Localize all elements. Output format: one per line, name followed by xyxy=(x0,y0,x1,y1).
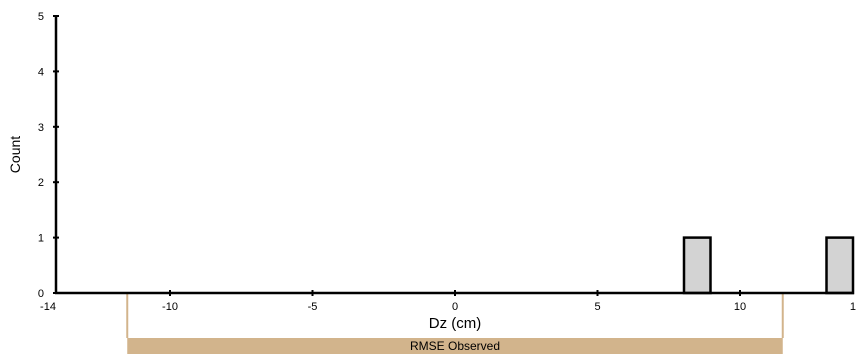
x-ticks-layer: -14 -10 -5 0 5 10 1 xyxy=(40,290,856,313)
rmse-band-bar xyxy=(127,338,783,354)
x-tick-label: 10 xyxy=(734,301,746,313)
y-ticks-layer: 0 1 2 3 4 5 xyxy=(38,11,59,300)
y-tick-label: 4 xyxy=(38,66,44,78)
x-tick-label: 0 xyxy=(452,301,458,313)
y-tick-label: 5 xyxy=(38,11,44,23)
y-tick-label: 0 xyxy=(38,288,44,300)
rmse-band-label: RMSE Observed xyxy=(410,339,500,353)
x-axis-label: Dz (cm) xyxy=(429,315,482,332)
y-tick-label: 3 xyxy=(38,122,44,134)
x-tick-label: -14 xyxy=(40,301,56,313)
histogram-bar xyxy=(825,236,855,295)
x-tick-label: 1 xyxy=(850,301,856,313)
y-axis-label: Count xyxy=(7,136,23,173)
bars-layer xyxy=(682,236,855,295)
x-tick-label: -10 xyxy=(162,301,178,313)
x-tick-label: 5 xyxy=(594,301,600,313)
rmse-band-layer: RMSE Observed xyxy=(126,294,784,354)
y-tick-label: 1 xyxy=(38,233,44,245)
x-tick-label: -5 xyxy=(308,301,318,313)
y-tick-label: 2 xyxy=(38,177,44,189)
histogram-bar xyxy=(682,236,712,295)
